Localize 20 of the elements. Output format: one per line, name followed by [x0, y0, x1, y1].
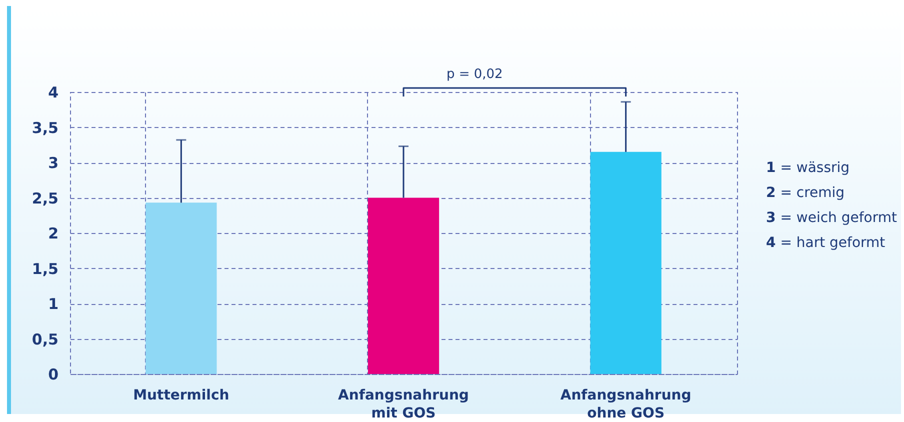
y-tick-label: 0,5	[32, 330, 58, 348]
text: 1 = wässrig	[766, 159, 851, 178]
text: p = 0,02	[446, 67, 503, 82]
y-tick-label: 4	[48, 84, 58, 102]
y-tick-label: 2,5	[32, 189, 58, 208]
x-tick-label: Muttermilch	[133, 388, 230, 404]
text: 3 = weich geformt	[766, 209, 897, 228]
text: 4 = hart geformt	[766, 234, 886, 253]
y-tick-label: 1,5	[32, 260, 58, 278]
bar	[146, 202, 217, 374]
y-tick-label: 0	[48, 366, 58, 384]
y-tick-label: 1	[48, 295, 58, 313]
y-tick-label: 3,5	[32, 118, 58, 137]
x-tick-label: Anfangsnahrung mit GOS	[338, 388, 469, 422]
y-tick-label: 2	[48, 224, 58, 242]
text: 2 = cremig	[766, 184, 846, 203]
y-tick-label: 3	[48, 154, 58, 172]
bar	[368, 198, 440, 374]
x-tick-label: Anfangsnahrung ohne GOS	[560, 388, 692, 422]
bar	[590, 152, 662, 374]
